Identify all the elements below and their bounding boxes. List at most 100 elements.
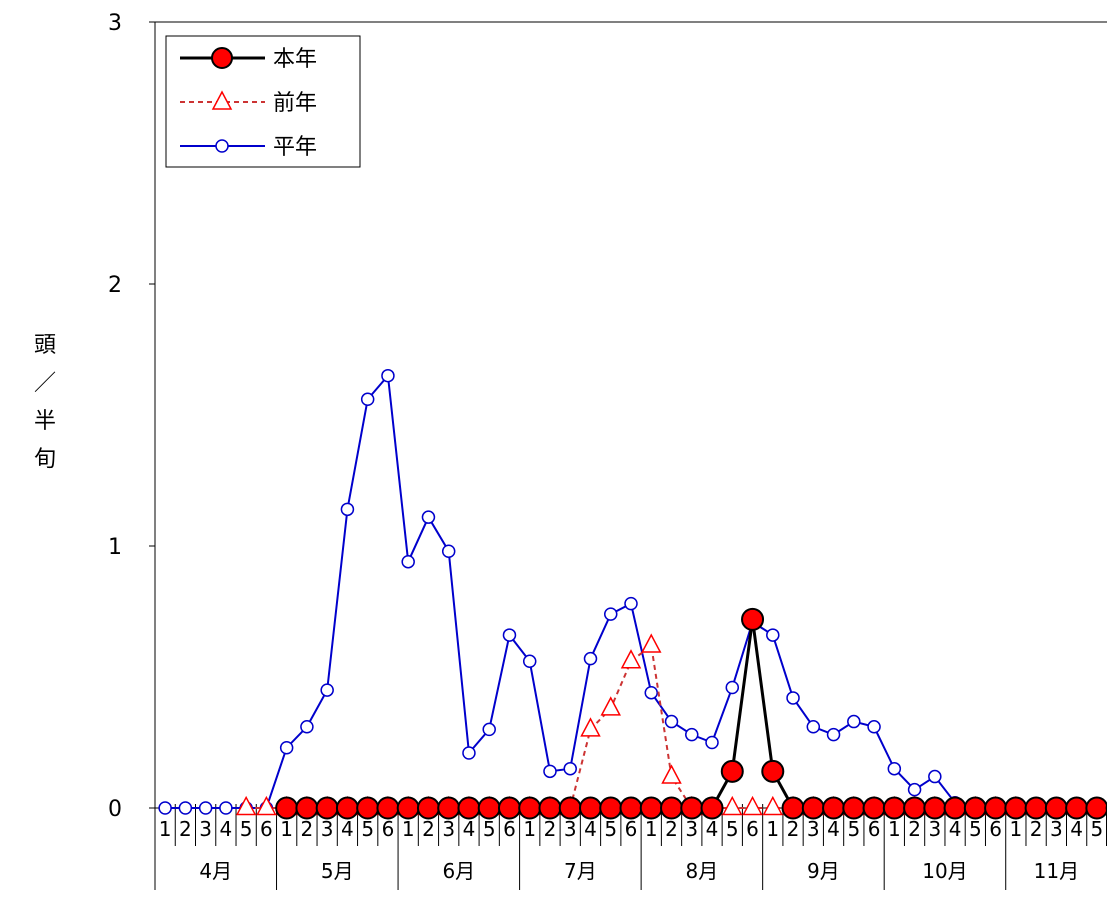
data-point (641, 633, 662, 653)
pentad-label: 3 (807, 817, 820, 841)
series-normal-year (158, 368, 1107, 815)
pentad-label: 3 (685, 817, 698, 841)
pentad-label: 6 (868, 817, 881, 841)
data-point (847, 714, 861, 729)
pentad-label: 3 (199, 817, 212, 841)
pentad-label: 3 (442, 817, 455, 841)
data-point (867, 720, 881, 734)
legend-label: 前年 (273, 91, 317, 116)
data-point (761, 759, 785, 783)
legend-item: 本年 (180, 47, 317, 72)
data-point (235, 795, 257, 816)
data-point (722, 795, 743, 816)
y-tick-label: 3 (108, 11, 122, 36)
data-point (742, 795, 763, 816)
data-point (826, 727, 841, 742)
data-point (178, 801, 193, 815)
data-point (984, 796, 1008, 820)
data-point (360, 392, 375, 407)
data-point (497, 796, 521, 820)
data-point (887, 761, 902, 776)
pentad-label: 2 (179, 817, 192, 841)
pentad-label: 2 (301, 817, 314, 841)
data-point (943, 796, 967, 820)
data-point (295, 796, 319, 820)
y-axis-title-char: 頭 (34, 333, 56, 358)
pentad-label: 1 (159, 817, 172, 841)
data-point (300, 720, 314, 734)
data-point (502, 628, 517, 642)
data-point (518, 796, 542, 820)
month-label: 4月 (199, 859, 232, 883)
pentad-label: 3 (928, 817, 941, 841)
data-point (907, 782, 922, 797)
y-axis-title: 頭 ／ 半旬 (34, 333, 56, 472)
pentad-label: 5 (969, 817, 982, 841)
data-point (842, 796, 866, 820)
month-label: 5月 (321, 859, 354, 883)
y-axis-title-char: 旬 (34, 447, 56, 472)
series-line (286, 619, 1107, 810)
month-label: 6月 (442, 859, 475, 883)
data-point (315, 796, 339, 820)
pentad-label: 1 (645, 817, 658, 841)
data-point (762, 795, 784, 816)
data-point (1004, 796, 1028, 820)
y-axis-title-char: ／ (34, 371, 56, 396)
pentad-label: 1 (766, 817, 779, 841)
data-point (482, 722, 496, 737)
legend-label: 平年 (273, 135, 317, 160)
data-point (801, 796, 825, 820)
data-point (1085, 796, 1107, 820)
series-line (165, 373, 1107, 809)
legend-item: 前年 (180, 90, 317, 116)
data-point (620, 649, 642, 669)
pentad-label: 4 (341, 817, 354, 841)
data-point (477, 796, 501, 820)
pentad-label: 1 (888, 817, 901, 841)
pentad-label: 5 (361, 817, 374, 841)
legend-item: 平年 (180, 135, 317, 160)
data-point (725, 680, 740, 695)
data-point (619, 796, 643, 820)
legend-marker (211, 47, 233, 69)
data-point (624, 596, 638, 611)
pentad-label: 5 (726, 817, 739, 841)
data-point (340, 502, 355, 517)
series-previous-year (235, 633, 1027, 816)
data-point (416, 796, 440, 820)
pentad-label: 6 (746, 817, 759, 841)
data-point (822, 796, 846, 820)
pentad-label: 4 (220, 817, 233, 841)
data-point (198, 801, 213, 815)
pentad-label: 1 (280, 817, 293, 841)
data-point (462, 746, 476, 760)
data-point (275, 796, 299, 820)
pentad-label: 5 (847, 817, 860, 841)
pentad-label: 5 (240, 817, 253, 841)
pentad-label: 4 (463, 817, 476, 841)
data-point (1024, 796, 1048, 820)
data-point (600, 696, 621, 716)
data-point (437, 796, 461, 820)
data-point (335, 796, 359, 820)
data-point (639, 796, 663, 820)
data-point (376, 796, 400, 820)
data-point (256, 795, 277, 816)
data-point (320, 683, 334, 697)
pentad-label: 2 (544, 817, 557, 841)
pentad-label: 2 (422, 817, 435, 841)
data-point (963, 796, 987, 820)
pentad-label: 3 (564, 817, 577, 841)
pentad-label: 6 (625, 817, 638, 841)
data-point (356, 796, 380, 820)
legend-marker (215, 139, 229, 153)
data-point (558, 796, 582, 820)
series-current-year (275, 607, 1107, 820)
data-point (685, 727, 699, 742)
data-point (279, 740, 294, 755)
data-point (538, 796, 562, 820)
data-point (806, 720, 821, 734)
data-point (741, 607, 765, 631)
pentad-label: 4 (706, 817, 719, 841)
